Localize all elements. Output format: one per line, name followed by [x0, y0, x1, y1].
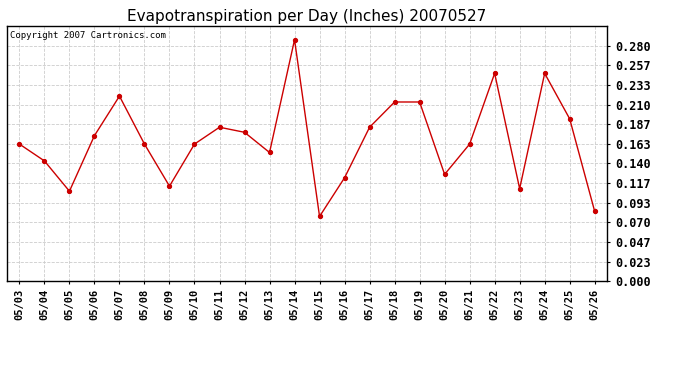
Text: Copyright 2007 Cartronics.com: Copyright 2007 Cartronics.com [10, 32, 166, 40]
Title: Evapotranspiration per Day (Inches) 20070527: Evapotranspiration per Day (Inches) 2007… [128, 9, 486, 24]
